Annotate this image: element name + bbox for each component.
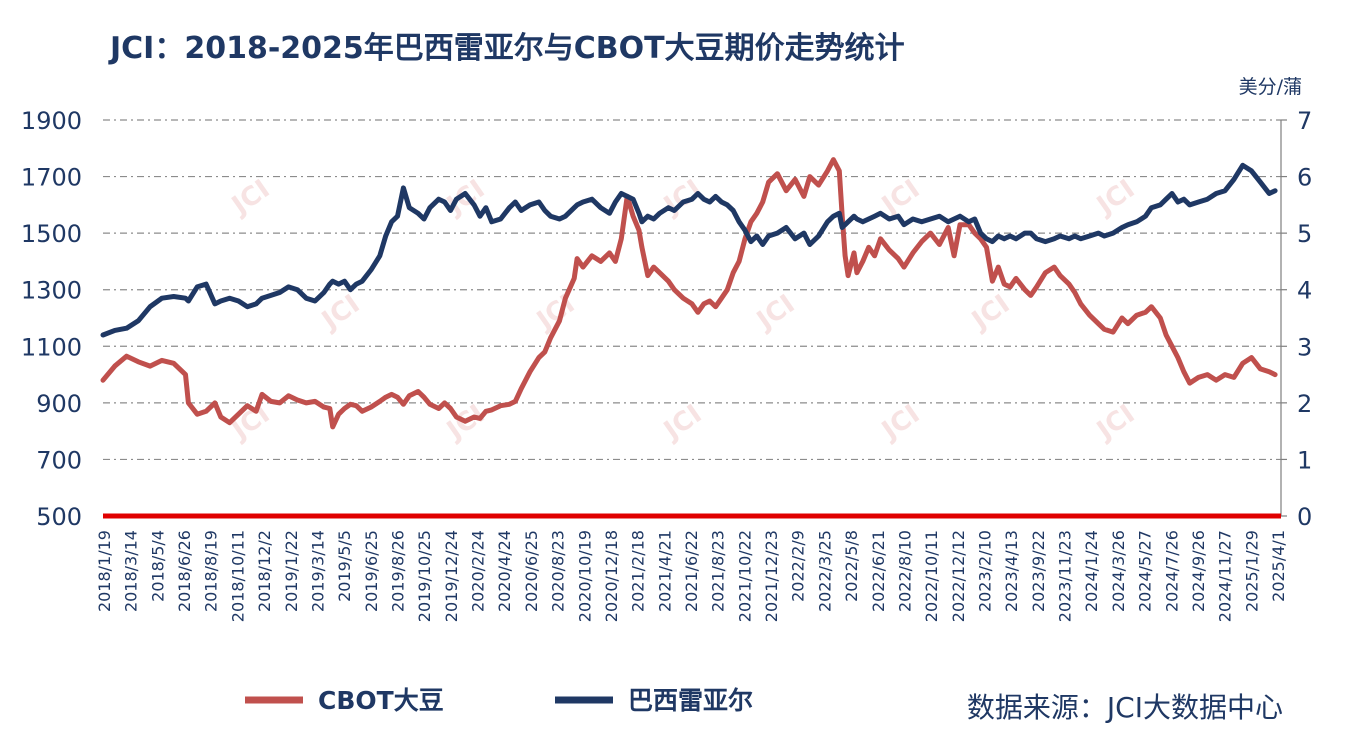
- right-tick-label: 5: [1297, 220, 1312, 248]
- x-tick-label: 2021/8/23: [709, 530, 728, 612]
- x-tick-label: 2024/1/24: [1082, 530, 1101, 612]
- left-tick-label: 1700: [21, 164, 82, 192]
- x-tick-label: 2018/6/26: [175, 530, 194, 612]
- left-tick-label: 1900: [21, 107, 82, 135]
- x-tick-label: 2022/12/12: [949, 530, 968, 622]
- x-tick-label: 2025/1/29: [1242, 530, 1261, 612]
- x-tick-label: 2018/8/19: [202, 530, 221, 612]
- right-axis-ticks: 7 6 5 4 3 2 1 0: [1281, 107, 1312, 531]
- series-line-soy: [100, 157, 1278, 430]
- x-tick-label: 2021/2/18: [629, 530, 648, 612]
- x-tick-label: 2019/5/5: [335, 530, 354, 602]
- x-axis-ticks: 2018/1/19 2018/3/14 2018/5/4 2018/6/26 2018/…: [95, 530, 1288, 622]
- left-tick-label: 700: [36, 446, 82, 474]
- watermark: JCI: [750, 289, 800, 337]
- x-tick-label: 2022/5/8: [842, 530, 861, 602]
- x-tick-label: 2021/6/22: [682, 530, 701, 612]
- x-tick-label: 2025/4/1: [1269, 530, 1288, 602]
- x-tick-label: 2018/5/4: [148, 530, 167, 602]
- right-tick-label: 7: [1297, 107, 1312, 135]
- x-tick-label: 2019/10/25: [415, 530, 434, 622]
- x-tick-label: 2018/1/19: [95, 530, 114, 612]
- x-tick-label: 2020/6/25: [522, 530, 541, 612]
- left-tick-label: 1300: [21, 277, 82, 305]
- x-tick-label: 2022/2/9: [789, 530, 808, 602]
- x-tick-label: 2018/3/14: [122, 530, 141, 612]
- watermark: JCI: [965, 289, 1015, 337]
- left-tick-label: 500: [36, 503, 82, 531]
- x-tick-label: 2020/12/18: [602, 530, 621, 622]
- x-tick-label: 2023/9/22: [1029, 530, 1048, 612]
- x-tick-label: 2024/3/26: [1109, 530, 1128, 612]
- series-line-brl: [100, 162, 1278, 338]
- left-tick-label: 1500: [21, 220, 82, 248]
- right-axis-unit: 美分/蒲: [1239, 76, 1302, 98]
- x-tick-label: 2022/6/21: [869, 530, 888, 612]
- x-tick-label: 2019/6/25: [362, 530, 381, 612]
- x-tick-label: 2023/11/23: [1056, 530, 1075, 622]
- watermark: JCI: [1090, 399, 1140, 447]
- data-source: 数据来源：JCI大数据中心: [967, 691, 1283, 724]
- right-tick-label: 2: [1297, 390, 1312, 418]
- right-tick-label: 3: [1297, 333, 1312, 361]
- x-tick-label: 2020/4/24: [495, 530, 514, 612]
- legend-label-brl: 巴西雷亚尔: [628, 686, 753, 715]
- x-tick-label: 2024/7/26: [1162, 530, 1181, 612]
- x-tick-label: 2022/3/25: [815, 530, 834, 612]
- right-tick-label: 0: [1297, 503, 1312, 531]
- left-tick-label: 900: [36, 390, 82, 418]
- series-layer: [100, 157, 1278, 430]
- legend-label-soy: CBOT大豆: [318, 686, 444, 715]
- x-tick-label: 2021/4/21: [655, 530, 674, 612]
- x-tick-label: 2023/2/10: [976, 530, 995, 612]
- x-tick-label: 2018/12/2: [255, 530, 274, 612]
- x-tick-label: 2024/11/27: [1216, 530, 1235, 622]
- x-tick-label: 2024/5/27: [1136, 530, 1155, 612]
- x-tick-label: 2019/3/14: [308, 530, 327, 612]
- watermark: JCI: [1090, 174, 1140, 222]
- x-tick-label: 2020/8/23: [549, 530, 568, 612]
- left-tick-label: 1100: [21, 333, 82, 361]
- legend: CBOT大豆 巴西雷亚尔: [245, 686, 753, 715]
- right-tick-label: 4: [1297, 277, 1312, 305]
- watermark: JCI: [657, 399, 707, 447]
- watermark: JCI: [875, 399, 925, 447]
- x-tick-label: 2019/8/26: [389, 530, 408, 612]
- x-tick-label: 2019/12/24: [442, 530, 461, 622]
- x-tick-label: 2020/2/24: [469, 530, 488, 612]
- x-tick-label: 2023/4/13: [1002, 530, 1021, 612]
- left-axis-ticks: 1900 1700 1500 1300 1100 900 700 500: [21, 107, 82, 531]
- x-tick-label: 2021/10/22: [735, 530, 754, 622]
- x-tick-label: 2019/1/22: [282, 530, 301, 612]
- x-tick-label: 2022/10/11: [922, 530, 941, 622]
- watermark: JCI: [225, 174, 275, 222]
- right-tick-label: 6: [1297, 164, 1312, 192]
- right-tick-label: 1: [1297, 446, 1312, 474]
- x-tick-label: 2020/10/19: [575, 530, 594, 622]
- x-tick-label: 2018/10/11: [228, 530, 247, 622]
- gridlines: [103, 119, 1281, 461]
- x-tick-label: 2024/9/26: [1189, 530, 1208, 612]
- x-tick-label: 2022/8/10: [895, 530, 914, 612]
- chart-title: JCI：2018-2025年巴西雷亚尔与CBOT大豆期价走势统计: [108, 31, 905, 66]
- x-tick-label: 2021/12/23: [762, 530, 781, 622]
